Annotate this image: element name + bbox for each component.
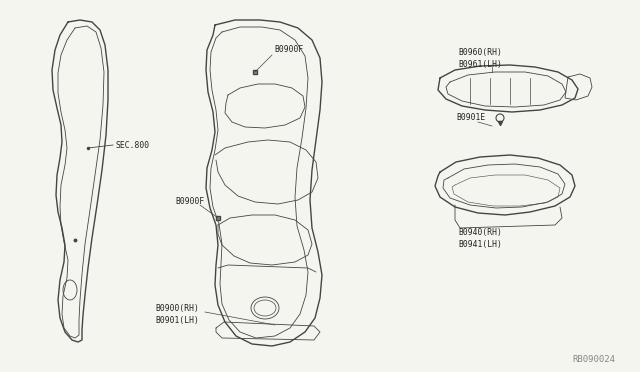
Text: B0901(LH): B0901(LH) — [155, 315, 199, 324]
Text: B0900F: B0900F — [274, 45, 303, 55]
Text: B0940(RH): B0940(RH) — [458, 228, 502, 237]
Text: SEC.800: SEC.800 — [115, 141, 149, 150]
Text: B0900F: B0900F — [175, 198, 204, 206]
Text: B0900(RH): B0900(RH) — [155, 304, 199, 312]
Text: B0961(LH): B0961(LH) — [458, 61, 502, 70]
Text: B0941(LH): B0941(LH) — [458, 240, 502, 248]
Text: B0901E: B0901E — [456, 113, 485, 122]
Text: B0960(RH): B0960(RH) — [458, 48, 502, 58]
Text: RB090024: RB090024 — [572, 356, 615, 365]
